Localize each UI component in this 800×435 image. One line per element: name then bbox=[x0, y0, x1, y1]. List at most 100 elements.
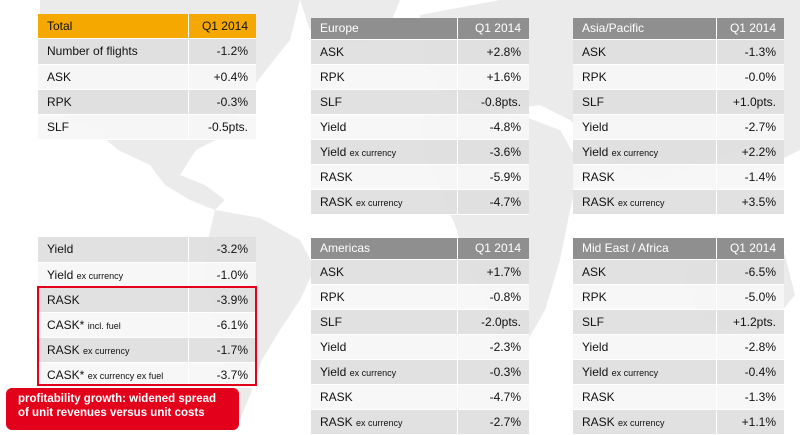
asia-pacific-table: Asia/Pacific Q1 2014 ASK -1.3% RPK -0.0%… bbox=[573, 18, 784, 215]
row-label: RPK bbox=[311, 64, 457, 90]
row-label: Yield ex currency bbox=[311, 139, 457, 165]
row-label: RPK bbox=[573, 64, 716, 90]
callout-box: profitability growth: widened spread of … bbox=[6, 388, 239, 430]
row-value: +1.0pts. bbox=[715, 89, 784, 115]
row-value: -3.6% bbox=[456, 139, 529, 165]
table-row: SLF +1.2pts. bbox=[573, 309, 784, 335]
table-row: RPK -0.0% bbox=[573, 64, 784, 90]
table-row: CASK* ex currency ex fuel -3.7% bbox=[38, 362, 256, 388]
row-value: +1.1% bbox=[715, 409, 784, 435]
row-label: RPK bbox=[38, 89, 188, 115]
europe-title: Europe bbox=[311, 18, 457, 40]
row-value: -0.3% bbox=[187, 89, 256, 115]
row-value: -0.4% bbox=[715, 359, 784, 385]
row-label: ASK bbox=[311, 39, 457, 65]
total-period: Q1 2014 bbox=[187, 14, 256, 39]
row-value: -0.5pts. bbox=[187, 114, 256, 140]
row-label: Yield ex currency bbox=[311, 359, 457, 385]
total-unit-table: Yield -3.2% Yield ex currency -1.0% RASK… bbox=[38, 237, 256, 388]
row-label: Yield bbox=[573, 114, 716, 140]
row-label: RASK bbox=[573, 164, 716, 190]
row-value: -1.3% bbox=[715, 384, 784, 410]
row-value: +1.6% bbox=[456, 64, 529, 90]
table-row: RASK ex currency +3.5% bbox=[573, 189, 784, 215]
europe-header-row: Europe Q1 2014 bbox=[311, 18, 529, 40]
row-value: -3.7% bbox=[187, 362, 256, 388]
row-value: -0.8pts. bbox=[456, 89, 529, 115]
table-row: CASK* incl. fuel -6.1% bbox=[38, 312, 256, 338]
row-label: RASK ex currency bbox=[311, 189, 457, 215]
mideast-header-row: Mid East / Africa Q1 2014 bbox=[573, 238, 784, 260]
table-row: Yield ex currency +2.2% bbox=[573, 139, 784, 165]
total-header-row: Total Q1 2014 bbox=[38, 14, 256, 39]
table-row: ASK -1.3% bbox=[573, 39, 784, 65]
row-value: -1.3% bbox=[715, 39, 784, 65]
table-row: RPK -5.0% bbox=[573, 284, 784, 310]
table-row: SLF -2.0pts. bbox=[311, 309, 529, 335]
europe-period: Q1 2014 bbox=[456, 18, 529, 40]
row-value: -6.5% bbox=[715, 259, 784, 285]
table-row: RASK -5.9% bbox=[311, 164, 529, 190]
americas-period: Q1 2014 bbox=[456, 238, 529, 260]
row-label: RASK bbox=[311, 384, 457, 410]
row-label: Yield bbox=[311, 334, 457, 360]
row-label: RASK ex currency bbox=[311, 409, 457, 435]
row-label: SLF bbox=[573, 309, 716, 335]
row-value: -0.0% bbox=[715, 64, 784, 90]
row-label: SLF bbox=[311, 89, 457, 115]
mideast-africa-table: Mid East / Africa Q1 2014 ASK -6.5% RPK … bbox=[573, 238, 784, 435]
table-row: RPK +1.6% bbox=[311, 64, 529, 90]
row-value: -2.3% bbox=[456, 334, 529, 360]
row-value: -2.0pts. bbox=[456, 309, 529, 335]
row-value: +2.8% bbox=[456, 39, 529, 65]
row-value: +0.4% bbox=[187, 64, 256, 90]
table-row: Yield -2.8% bbox=[573, 334, 784, 360]
row-label: Yield bbox=[573, 334, 716, 360]
table-row: ASK +2.8% bbox=[311, 39, 529, 65]
table-row: Yield -2.3% bbox=[311, 334, 529, 360]
row-value: +1.2pts. bbox=[715, 309, 784, 335]
row-value: -5.9% bbox=[456, 164, 529, 190]
europe-table: Europe Q1 2014 ASK +2.8% RPK +1.6% SLF -… bbox=[311, 18, 529, 215]
row-value: +1.7% bbox=[456, 259, 529, 285]
row-label: Yield ex currency bbox=[38, 262, 188, 288]
row-value: -2.7% bbox=[715, 114, 784, 140]
table-row: Yield ex currency -1.0% bbox=[38, 262, 256, 288]
row-value: -3.2% bbox=[187, 237, 256, 263]
americas-header-row: Americas Q1 2014 bbox=[311, 238, 529, 260]
row-label: RASK bbox=[311, 164, 457, 190]
asia-period: Q1 2014 bbox=[715, 18, 784, 40]
row-label: ASK bbox=[38, 64, 188, 90]
mideast-title: Mid East / Africa bbox=[573, 238, 716, 260]
row-label: Yield bbox=[38, 237, 188, 263]
americas-title: Americas bbox=[311, 238, 457, 260]
row-value: -2.8% bbox=[715, 334, 784, 360]
table-row: RASK -4.7% bbox=[311, 384, 529, 410]
row-label: RASK ex currency bbox=[573, 189, 716, 215]
table-row: SLF -0.8pts. bbox=[311, 89, 529, 115]
row-label: SLF bbox=[38, 114, 188, 140]
row-label: RPK bbox=[311, 284, 457, 310]
row-value: -1.4% bbox=[715, 164, 784, 190]
table-row: RPK -0.3% bbox=[38, 89, 256, 115]
highlight-box bbox=[37, 286, 257, 386]
table-row: Yield -3.2% bbox=[38, 237, 256, 263]
row-value: -0.3% bbox=[456, 359, 529, 385]
table-row: Yield -2.7% bbox=[573, 114, 784, 140]
row-label: RASK ex currency bbox=[38, 337, 188, 363]
table-row: RASK ex currency -4.7% bbox=[311, 189, 529, 215]
table-row: RASK ex currency -2.7% bbox=[311, 409, 529, 435]
row-label: CASK* ex currency ex fuel bbox=[38, 362, 188, 388]
table-row: RASK -1.4% bbox=[573, 164, 784, 190]
row-label: ASK bbox=[573, 259, 716, 285]
table-row: Yield ex currency -0.4% bbox=[573, 359, 784, 385]
row-value: -2.7% bbox=[456, 409, 529, 435]
table-row: RASK -3.9% bbox=[38, 287, 256, 313]
total-title: Total bbox=[38, 14, 188, 39]
table-row: Yield ex currency -3.6% bbox=[311, 139, 529, 165]
mideast-period: Q1 2014 bbox=[715, 238, 784, 260]
asia-title: Asia/Pacific bbox=[573, 18, 716, 40]
callout-line-2: of unit revenues versus unit costs bbox=[18, 407, 205, 419]
row-label: SLF bbox=[573, 89, 716, 115]
row-value: +2.2% bbox=[715, 139, 784, 165]
